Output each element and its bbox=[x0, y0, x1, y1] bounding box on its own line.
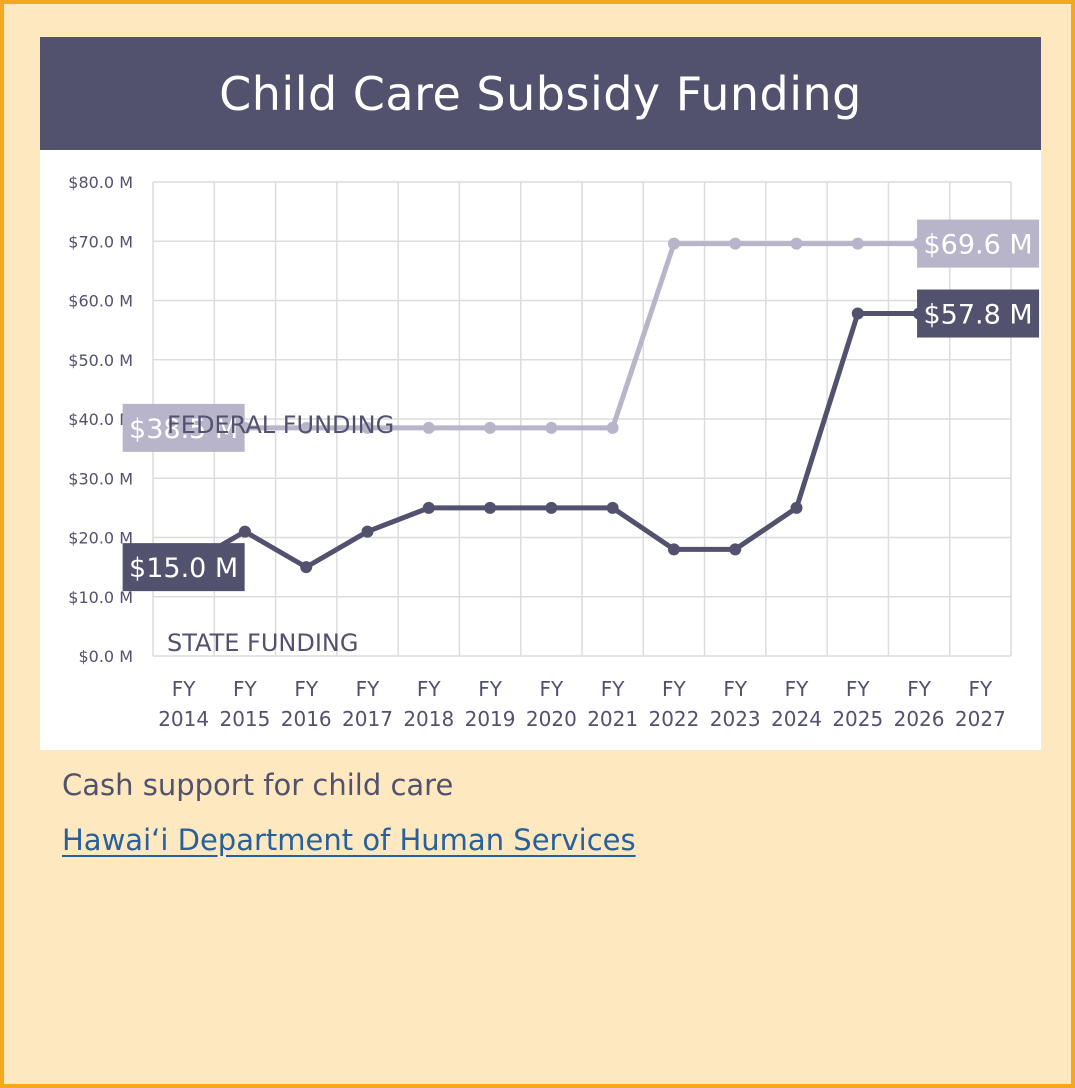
data-point bbox=[851, 237, 864, 250]
y-tick-label: $50.0 M bbox=[68, 351, 133, 370]
x-tick-label: FY 2024 bbox=[771, 677, 822, 731]
federal-start-label: $38.5 M bbox=[129, 414, 238, 445]
state-end-label-box bbox=[917, 289, 1040, 338]
state-end-label: $57.8 M bbox=[923, 300, 1032, 331]
data-point bbox=[729, 543, 742, 556]
data-point bbox=[484, 501, 497, 514]
data-point bbox=[606, 421, 619, 434]
x-tick-label: FY 2022 bbox=[648, 677, 699, 731]
data-point bbox=[300, 561, 313, 574]
state-series-name: STATE FUNDING bbox=[167, 629, 358, 657]
x-tick-label: FY 2018 bbox=[403, 677, 454, 731]
line-chart: $0.0 M $10.0 M $20.0 M $30.0 M $40.0 M $50.0 … bbox=[68, 173, 1040, 731]
federal-end-label-box bbox=[917, 219, 1040, 268]
x-tick-label: FY 2025 bbox=[832, 677, 883, 731]
y-tick-label: $60.0 M bbox=[68, 292, 133, 311]
y-tick-label: $70.0 M bbox=[68, 232, 133, 251]
source-link[interactable]: Hawai‘i Department of Human Services bbox=[62, 823, 636, 857]
y-tick-label: $0.0 M bbox=[78, 647, 133, 666]
federal-end-label: $69.6 M bbox=[923, 230, 1032, 261]
x-tick-label: FY 2019 bbox=[465, 677, 516, 731]
state-start-label-box bbox=[122, 543, 245, 592]
chart-title: Child Care Subsidy Funding bbox=[40, 37, 1041, 150]
data-point bbox=[851, 307, 864, 320]
x-tick-label: FY 2014 bbox=[158, 677, 209, 731]
data-point bbox=[422, 501, 435, 514]
data-point bbox=[606, 501, 619, 514]
data-point bbox=[667, 543, 680, 556]
data-point bbox=[361, 421, 374, 434]
card-subtitle: Cash support for child care bbox=[62, 768, 454, 802]
x-tick-label: FY 2016 bbox=[281, 677, 332, 731]
y-tick-label: $30.0 M bbox=[68, 469, 133, 488]
series-line-state bbox=[182, 311, 920, 570]
x-tick-label: FY 2027 bbox=[955, 677, 1006, 731]
y-tick-label: $10.0 M bbox=[68, 588, 133, 607]
y-tick-label: $40.0 M bbox=[68, 410, 133, 429]
data-point bbox=[790, 501, 803, 514]
data-point bbox=[484, 421, 497, 434]
data-point bbox=[422, 421, 435, 434]
federal-series-name: FEDERAL FUNDING bbox=[167, 411, 394, 439]
federal-start-label-box bbox=[122, 403, 245, 452]
series-line-federal bbox=[183, 241, 920, 431]
x-tick-label: FY 2020 bbox=[526, 677, 577, 731]
data-point bbox=[729, 237, 742, 250]
x-tick-label: FY 2017 bbox=[342, 677, 393, 731]
y-tick-label: $80.0 M bbox=[68, 173, 133, 192]
data-point bbox=[300, 421, 313, 434]
data-point bbox=[545, 501, 558, 514]
chart-panel: Child Care Subsidy Funding $0.0 M $10.0 M… bbox=[40, 37, 1041, 750]
state-start-label: $15.0 M bbox=[129, 553, 238, 584]
data-point bbox=[790, 237, 803, 250]
data-point bbox=[361, 525, 374, 538]
x-tick-label: FY 2015 bbox=[219, 677, 270, 731]
x-tick-label: FY 2021 bbox=[587, 677, 638, 731]
x-tick-label: FY 2026 bbox=[894, 677, 945, 731]
x-tick-label: FY 2023 bbox=[710, 677, 761, 731]
data-point bbox=[238, 525, 251, 538]
y-tick-label: $20.0 M bbox=[68, 529, 133, 548]
data-point bbox=[667, 237, 680, 250]
data-point bbox=[545, 421, 558, 434]
